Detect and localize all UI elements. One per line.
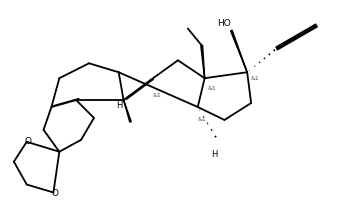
Text: &1: &1 — [251, 76, 260, 81]
Text: O: O — [51, 189, 58, 198]
Text: HO: HO — [217, 19, 231, 28]
Text: &1: &1 — [152, 93, 161, 98]
Polygon shape — [201, 45, 205, 78]
Polygon shape — [231, 30, 247, 72]
Text: O: O — [25, 137, 32, 146]
Text: &1: &1 — [208, 86, 216, 91]
Polygon shape — [124, 100, 131, 122]
Text: H: H — [211, 150, 218, 159]
Text: &1: &1 — [198, 118, 206, 123]
Text: H: H — [116, 100, 122, 109]
